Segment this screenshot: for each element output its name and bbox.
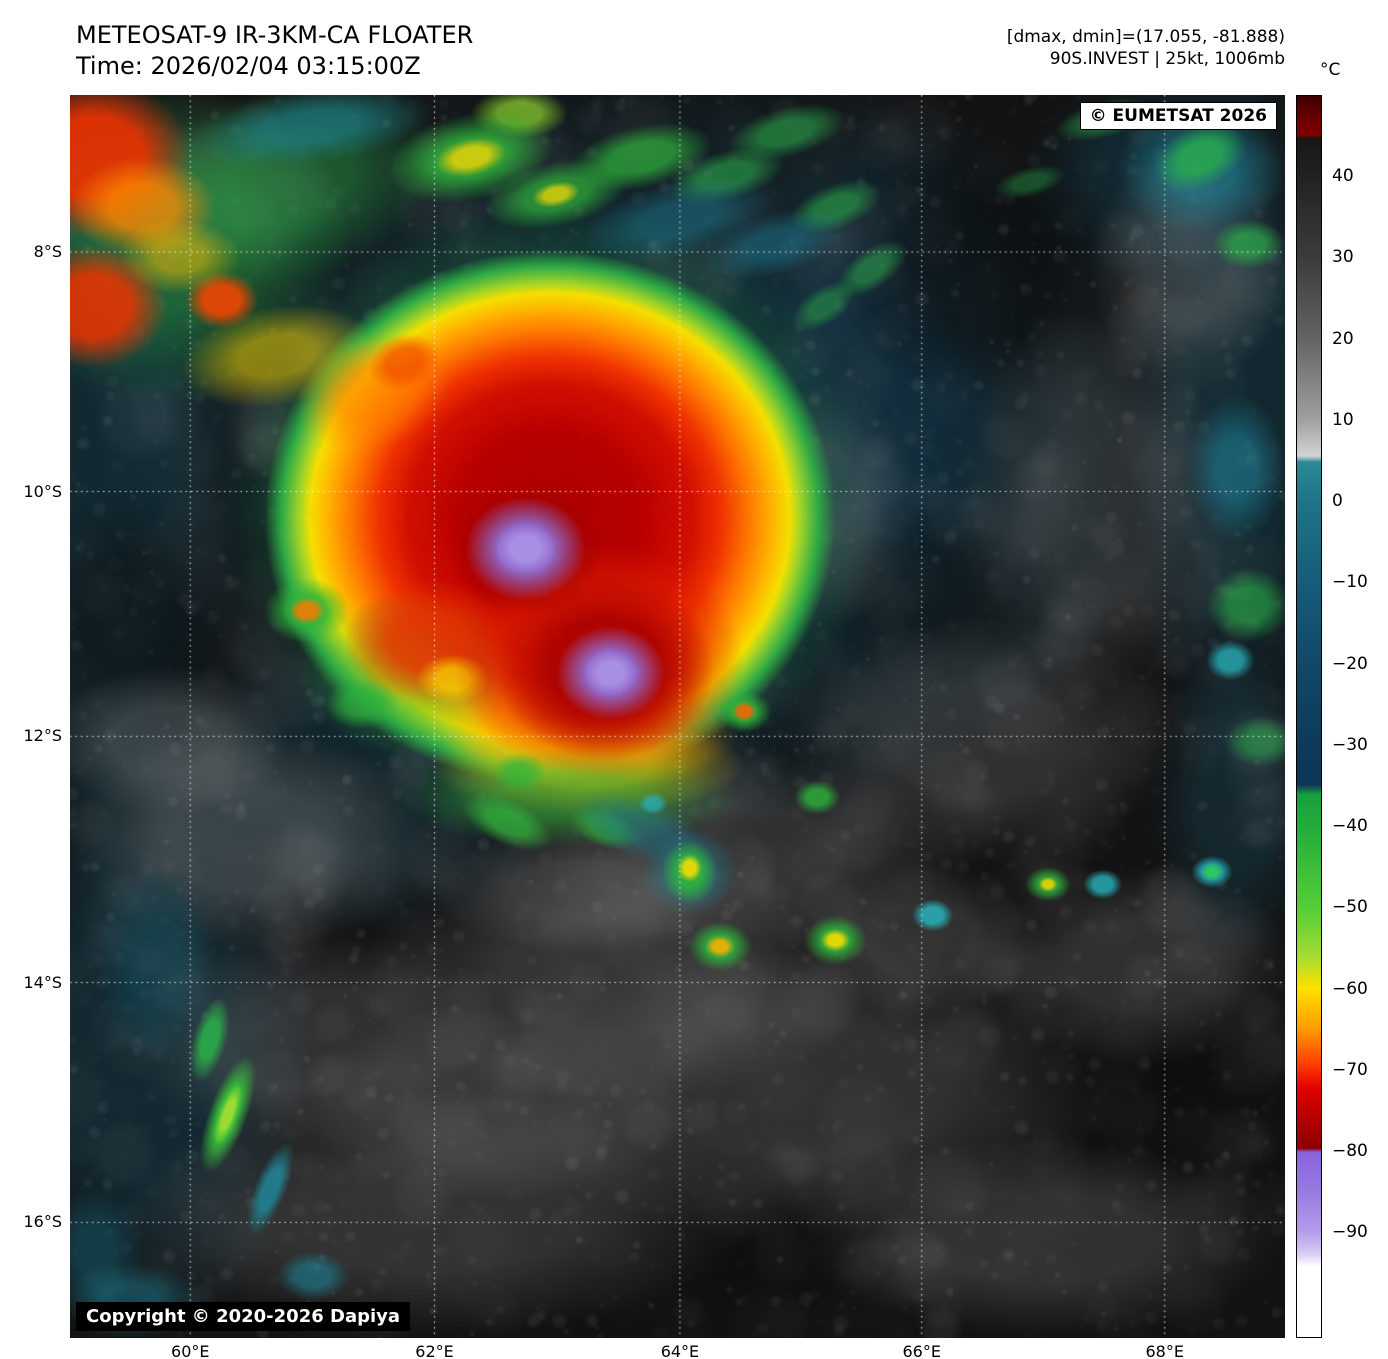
lon-label: 64°E xyxy=(660,1342,700,1359)
copyright-badge: Copyright © 2020-2026 Dapiya xyxy=(76,1302,411,1331)
colorbar-tick-label: −30 xyxy=(1332,734,1368,755)
info-block: [dmax, dmin]=(17.055, -81.888) 90S.INVES… xyxy=(1007,26,1285,70)
colorbar-tick-label: −70 xyxy=(1332,1059,1368,1080)
colorbar-unit-label: °C xyxy=(1320,60,1341,80)
lat-label: 10°S xyxy=(23,481,62,501)
lat-label: 16°S xyxy=(23,1212,62,1232)
lat-label: 8°S xyxy=(33,241,62,261)
satellite-image xyxy=(70,95,1285,1338)
colorbar-tick-label: 20 xyxy=(1332,328,1354,349)
eumetsat-badge: © EUMETSAT 2026 xyxy=(1079,102,1277,130)
colorbar-tick-label: −40 xyxy=(1332,816,1368,837)
lon-label: 62°E xyxy=(415,1342,454,1359)
storm-info: 90S.INVEST | 25kt, 1006mb xyxy=(1049,49,1285,69)
colorbar-tick-label: 10 xyxy=(1332,409,1354,430)
colorbar-tick-label: −60 xyxy=(1332,978,1368,999)
lat-label: 14°S xyxy=(23,972,62,992)
lat-label: 12°S xyxy=(23,726,62,746)
colorbar-tick-label: 40 xyxy=(1332,166,1354,187)
page-title: METEOSAT-9 IR-3KM-CA FLOATER xyxy=(76,21,474,49)
title-block: METEOSAT-9 IR-3KM-CA FLOATER Time: 2026/… xyxy=(76,20,473,82)
colorbar xyxy=(1296,95,1322,1338)
timestamp: Time: 2026/02/04 03:15:00Z xyxy=(76,52,421,80)
lon-label: 68°E xyxy=(1145,1342,1184,1359)
colorbar-tick-label: 0 xyxy=(1332,491,1343,512)
colorbar-tick-label: −90 xyxy=(1332,1222,1368,1243)
colorbar-tick-label: −10 xyxy=(1332,572,1368,593)
dmax-dmin: [dmax, dmin]=(17.055, -81.888) xyxy=(1006,27,1285,47)
lon-label: 66°E xyxy=(902,1342,941,1359)
colorbar-tick-label: −80 xyxy=(1332,1141,1368,1162)
colorbar-tick-label: 30 xyxy=(1332,247,1354,268)
lon-label: 60°E xyxy=(171,1342,210,1359)
colorbar-tick-label: −20 xyxy=(1332,653,1368,674)
satellite-plot: © EUMETSAT 2026 Copyright © 2020-2026 Da… xyxy=(70,95,1285,1338)
colorbar-tick-label: −50 xyxy=(1332,897,1368,918)
